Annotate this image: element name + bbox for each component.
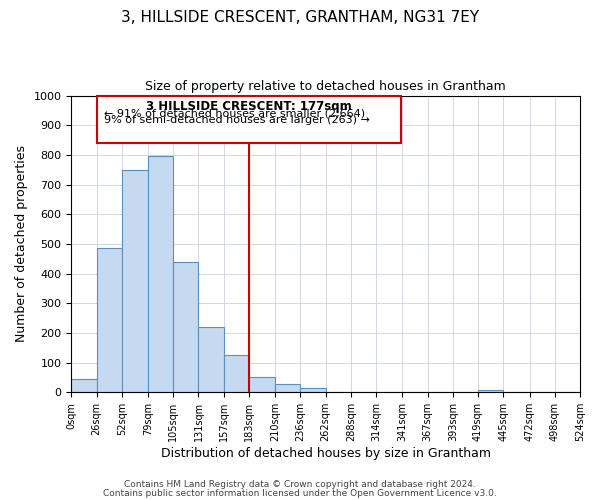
Bar [199, 327, 224, 392]
Bar [71, 379, 97, 392]
Bar [478, 390, 503, 392]
Text: ← 91% of detached houses are smaller (2,664): ← 91% of detached houses are smaller (2,… [104, 108, 365, 118]
Text: Contains HM Land Registry data © Crown copyright and database right 2024.: Contains HM Land Registry data © Crown c… [124, 480, 476, 489]
Title: Size of property relative to detached houses in Grantham: Size of property relative to detached ho… [145, 80, 506, 93]
Text: 9% of semi-detached houses are larger (263) →: 9% of semi-detached houses are larger (2… [104, 115, 370, 125]
Bar [301, 388, 326, 392]
Bar [97, 96, 401, 143]
Bar [224, 355, 249, 393]
X-axis label: Distribution of detached houses by size in Grantham: Distribution of detached houses by size … [161, 447, 491, 460]
Bar [275, 384, 301, 392]
Bar [122, 170, 148, 392]
Text: 3 HILLSIDE CRESCENT: 177sqm: 3 HILLSIDE CRESCENT: 177sqm [146, 100, 352, 113]
Y-axis label: Number of detached properties: Number of detached properties [15, 146, 28, 342]
Bar [97, 248, 122, 392]
Text: 3, HILLSIDE CRESCENT, GRANTHAM, NG31 7EY: 3, HILLSIDE CRESCENT, GRANTHAM, NG31 7EY [121, 10, 479, 25]
Bar [173, 262, 199, 392]
Text: Contains public sector information licensed under the Open Government Licence v3: Contains public sector information licen… [103, 488, 497, 498]
Bar [249, 377, 275, 392]
Bar [148, 156, 173, 392]
